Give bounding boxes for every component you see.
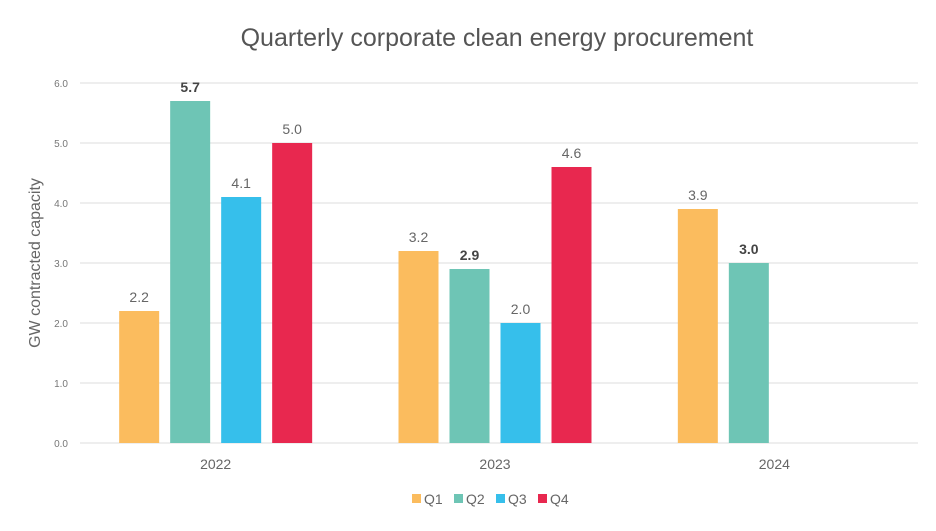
bar-q1-2024 [677,209,718,443]
bar-q1-2022 [119,311,160,443]
legend-label-q2: Q2 [466,491,485,507]
data-label-q2-2024: 3.0 [739,241,759,257]
y-axis-label: GW contracted capacity [27,178,44,348]
bar-q4-2023 [551,167,592,443]
y-axis-ticks: 0.0 1.0 2.0 3.0 4.0 5.0 6.0 [54,79,68,450]
bar-q3-2023 [500,323,541,443]
bar-q3-2022 [221,197,262,443]
legend-label-q3: Q3 [508,491,527,507]
y-tick-label: 2.0 [54,319,68,330]
data-label-q3-2022: 4.1 [231,175,251,191]
bar-q2-2023 [449,269,490,443]
legend-label-q4: Q4 [550,491,569,507]
y-tick-label: 6.0 [54,79,68,90]
bar-q2-2022 [170,101,211,443]
data-label-q1-2022: 2.2 [129,289,149,305]
data-label-q1-2024: 3.9 [688,187,708,203]
bar-q4-2022 [272,143,313,443]
legend-label-q1: Q1 [424,491,443,507]
legend: Q1 Q2 Q3 Q4 [412,491,569,507]
data-label-q4-2022: 5.0 [282,121,302,137]
y-tick-label: 0.0 [54,439,68,450]
bar-q1-2023 [398,251,439,443]
data-label-q1-2023: 3.2 [409,229,429,245]
data-labels: 2.2 5.7 4.1 5.0 3.2 2.9 2.0 4.6 3.9 3.0 [129,79,758,317]
data-label-q2-2022: 5.7 [180,79,200,95]
legend-swatch-q4 [538,494,547,503]
x-tick-label: 2022 [200,456,231,472]
y-tick-label: 1.0 [54,379,68,390]
data-label-q4-2023: 4.6 [562,145,582,161]
x-tick-label: 2024 [759,456,790,472]
legend-swatch-q2 [454,494,463,503]
legend-swatch-q3 [496,494,505,503]
data-label-q3-2023: 2.0 [511,301,531,317]
y-tick-label: 4.0 [54,199,68,210]
y-tick-label: 3.0 [54,259,68,270]
data-label-q2-2023: 2.9 [460,247,480,263]
y-tick-label: 5.0 [54,139,68,150]
x-tick-label: 2023 [479,456,510,472]
bars [119,101,769,443]
bar-q2-2024 [728,263,769,443]
legend-swatch-q1 [412,494,421,503]
chart-title: Quarterly corporate clean energy procure… [241,24,754,52]
x-axis-ticks: 2022 2023 2024 [200,456,790,472]
gridlines [80,82,918,444]
